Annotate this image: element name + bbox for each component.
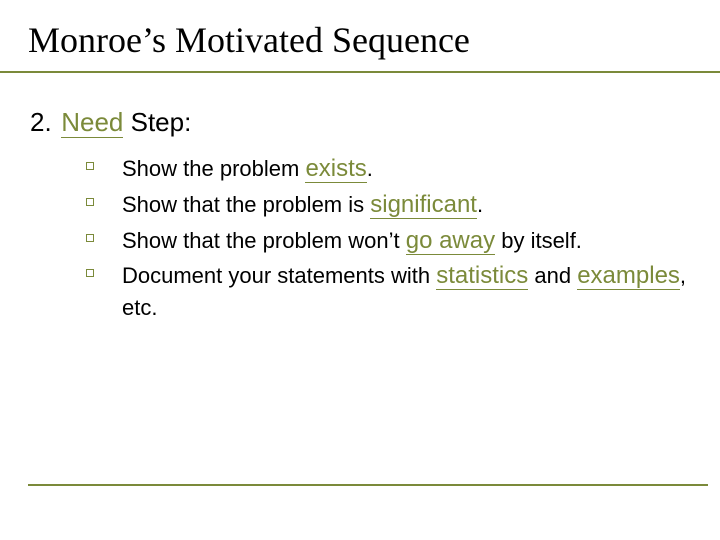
bullet-text: . bbox=[367, 156, 373, 181]
bullet-text: Show the problem bbox=[122, 156, 305, 181]
bullet-text: by itself. bbox=[495, 228, 582, 253]
bottom-underline bbox=[28, 484, 708, 486]
step-number: 2. bbox=[30, 107, 54, 138]
keyword: exists bbox=[305, 155, 366, 183]
list-item: Show the problem exists. bbox=[76, 152, 692, 186]
step-label: Step: bbox=[123, 107, 191, 137]
bullet-text: and bbox=[528, 263, 577, 288]
keyword: go away bbox=[406, 227, 495, 255]
list-item: Document your statements with statistics… bbox=[76, 259, 692, 323]
step-keyword: Need bbox=[61, 107, 123, 138]
bullet-list: Show the problem exists. Show that the p… bbox=[28, 152, 692, 323]
title-underline bbox=[0, 71, 720, 73]
keyword: significant bbox=[370, 191, 477, 219]
list-item: Show that the problem is significant. bbox=[76, 188, 692, 222]
bullet-text: . bbox=[477, 192, 483, 217]
keyword: statistics bbox=[436, 262, 528, 290]
keyword: examples bbox=[577, 262, 680, 290]
bullet-text: Show that the problem won’t bbox=[122, 228, 406, 253]
list-item: Show that the problem won’t go away by i… bbox=[76, 224, 692, 258]
step-heading: 2. Need Step: bbox=[28, 107, 692, 138]
bullet-text: Document your statements with bbox=[122, 263, 436, 288]
slide-title: Monroe’s Motivated Sequence bbox=[28, 20, 692, 61]
slide: Monroe’s Motivated Sequence 2. Need Step… bbox=[0, 0, 720, 540]
bullet-text: Show that the problem is bbox=[122, 192, 370, 217]
